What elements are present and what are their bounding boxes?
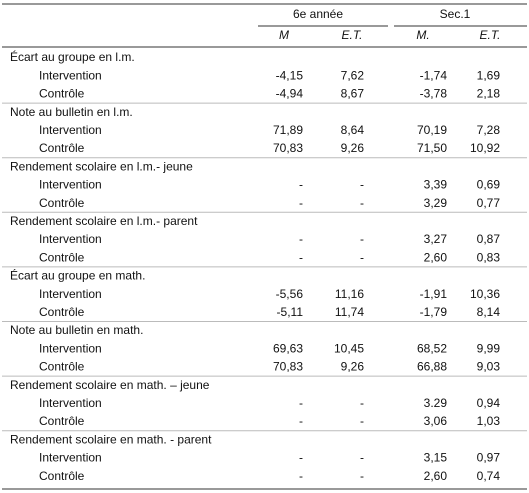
cell: 10,45 [334,341,364,355]
section-title: Note au bulletin en l.m. [10,105,133,119]
cell: 3,15 [424,451,448,465]
cell: - [299,451,303,465]
cell: 10,92 [470,141,500,155]
row-label: Intervention [39,396,102,410]
cell: - [360,178,364,192]
row-label: Contrôle [39,469,85,483]
row-label: Intervention [39,232,102,246]
cell: - [360,196,364,210]
section-title: Rendement scolaire en math. - parent [10,432,212,446]
cell: 0,97 [477,451,501,465]
cell: 3.29 [424,396,448,410]
section-title: Rendement scolaire en l.m.- jeune [10,159,193,173]
cell: -3,78 [420,87,448,101]
cell: 8,67 [341,87,365,101]
row-label: Intervention [39,123,102,137]
cell: -5,11 [277,305,304,319]
cell: 0,94 [477,396,501,410]
row-label: Intervention [39,341,102,355]
cell: 11,74 [335,305,364,319]
row-label: Contrôle [39,141,85,155]
group-header: 6e année [293,7,343,21]
section-title: Rendement scolaire en l.m.- parent [10,214,198,228]
cell: 8,14 [477,305,501,319]
row-label: Intervention [39,68,102,82]
cell: - [360,451,364,465]
cell: 1,69 [477,68,501,82]
cell: 70,19 [417,123,447,137]
row-label: Intervention [39,287,102,301]
cell: 2,60 [424,250,448,264]
cell: -1,74 [420,68,448,82]
cell: 3,29 [424,196,448,210]
cell: - [299,396,303,410]
row-label: Intervention [39,178,102,192]
row-label: Contrôle [39,414,85,428]
cell: - [360,232,364,246]
cell: - [299,178,303,192]
cell: 9,03 [477,360,501,374]
cell: - [299,232,303,246]
section-title: Note au bulletin en math. [10,323,143,337]
cell: 0,69 [477,178,501,192]
cell: 11,16 [335,287,364,301]
cell: -1,79 [420,305,448,319]
column-header: M. [416,28,429,42]
cell: 10,36 [470,287,500,301]
cell: - [360,469,364,483]
column-header: E.T. [342,28,363,42]
cell: 0,74 [477,469,501,483]
cell: 0,87 [477,232,501,246]
cell: 0,83 [477,250,501,264]
column-header: E.T. [480,28,501,42]
cell: -5,56 [276,287,304,301]
cell: 68,52 [417,341,447,355]
cell: 8,64 [341,123,365,137]
row-label: Contrôle [39,360,85,374]
cell: 3,06 [424,414,448,428]
cell: - [299,250,303,264]
cell: 1,03 [477,414,501,428]
section-title: Écart au groupe en l.m. [10,49,135,64]
cell: 3,27 [424,232,448,246]
cell: - [360,396,364,410]
cell: 3,39 [424,178,448,192]
row-label: Intervention [39,451,102,465]
cell: -1,91 [420,287,448,301]
cell: - [360,414,364,428]
cell: 70,83 [273,141,303,155]
cell: 9,26 [341,141,365,155]
cell: 71,89 [273,123,303,137]
cell: -4,94 [276,87,304,101]
cell: - [299,414,303,428]
row-label: Contrôle [39,196,85,210]
cell: 70,83 [273,360,303,374]
cell: 9,99 [477,341,501,355]
column-header: M [279,28,289,42]
row-label: Contrôle [39,250,85,264]
cell: - [299,469,303,483]
cell: - [360,250,364,264]
cell: -4,15 [276,68,304,82]
row-label: Contrôle [39,305,85,319]
cell: 2,18 [477,87,501,101]
cell: 71,50 [417,141,447,155]
row-label: Contrôle [39,87,85,101]
group-header: Sec.1 [440,7,471,21]
cell: 69,63 [273,341,303,355]
cell: 0,77 [477,196,501,210]
section-title: Écart au groupe en math. [10,268,145,283]
cell: 2,60 [424,469,448,483]
cell: 9,26 [341,360,365,374]
cell: 7,62 [341,68,365,82]
cell: - [299,196,303,210]
cell: 66,88 [417,360,447,374]
cell: 7,28 [477,123,501,137]
section-title: Rendement scolaire en math. – jeune [10,378,210,392]
